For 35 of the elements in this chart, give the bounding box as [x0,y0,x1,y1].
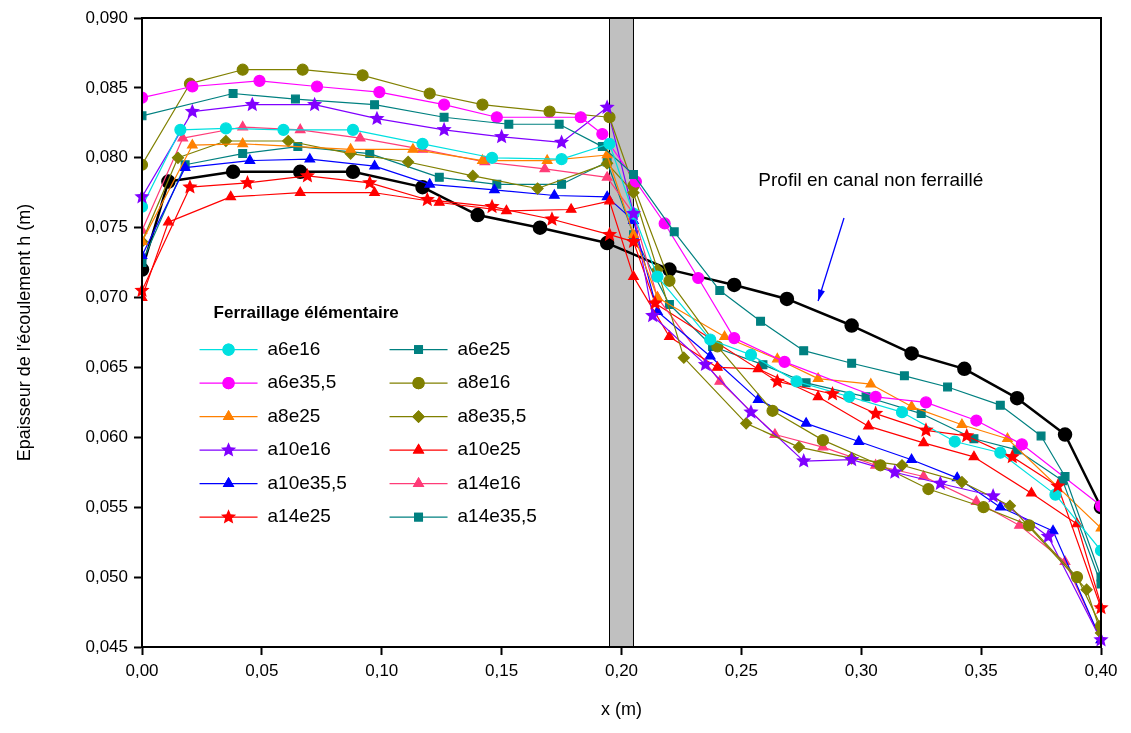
x-tick-label: 0,00 [125,660,159,680]
x-tick-label: 0,10 [365,660,399,680]
y-tick-label: 0,055 [85,496,128,516]
legend-title: Ferraillage élémentaire [213,303,399,323]
legend-label: a14e35,5 [457,505,537,527]
x-tick-label: 0,30 [844,660,878,680]
legend-label: a14e25 [267,505,331,527]
legend-label: a8e25 [267,404,321,426]
x-tick-label: 0,20 [604,660,639,680]
y-tick-label: 0,085 [85,77,128,97]
x-tick-label: 0,35 [964,660,998,680]
x-tick-label: 0,25 [724,660,758,680]
legend-label: a6e16 [267,337,321,359]
legend-label: a10e35,5 [267,471,347,493]
x-tick-label: 0,15 [485,660,519,680]
y-tick-label: 0,070 [85,287,128,307]
y-tick-label: 0,045 [85,636,128,656]
legend-label: a6e35,5 [267,371,337,393]
legend-label: a8e16 [457,371,511,393]
legend-label: a8e35,5 [457,404,527,426]
annotation: Profil en canal non ferraillé [758,168,984,190]
y-axis-title: Epaisseur de l'écoulement h (m) [13,203,34,462]
legend-label: a6e25 [457,337,511,359]
x-axis-title: x (m) [601,699,642,720]
y-tick-label: 0,050 [85,566,128,586]
y-tick-label: 0,065 [85,357,128,377]
y-tick-label: 0,060 [85,427,128,447]
legend-label: a10e25 [457,438,521,460]
y-tick-label: 0,075 [85,217,128,237]
x-tick-label: 0,40 [1084,660,1118,680]
x-tick-label: 0,05 [245,660,279,680]
legend-label: a10e16 [267,438,331,460]
y-tick-label: 0,090 [85,7,128,27]
y-tick-label: 0,080 [85,147,128,167]
legend-label: a14e16 [457,471,521,493]
